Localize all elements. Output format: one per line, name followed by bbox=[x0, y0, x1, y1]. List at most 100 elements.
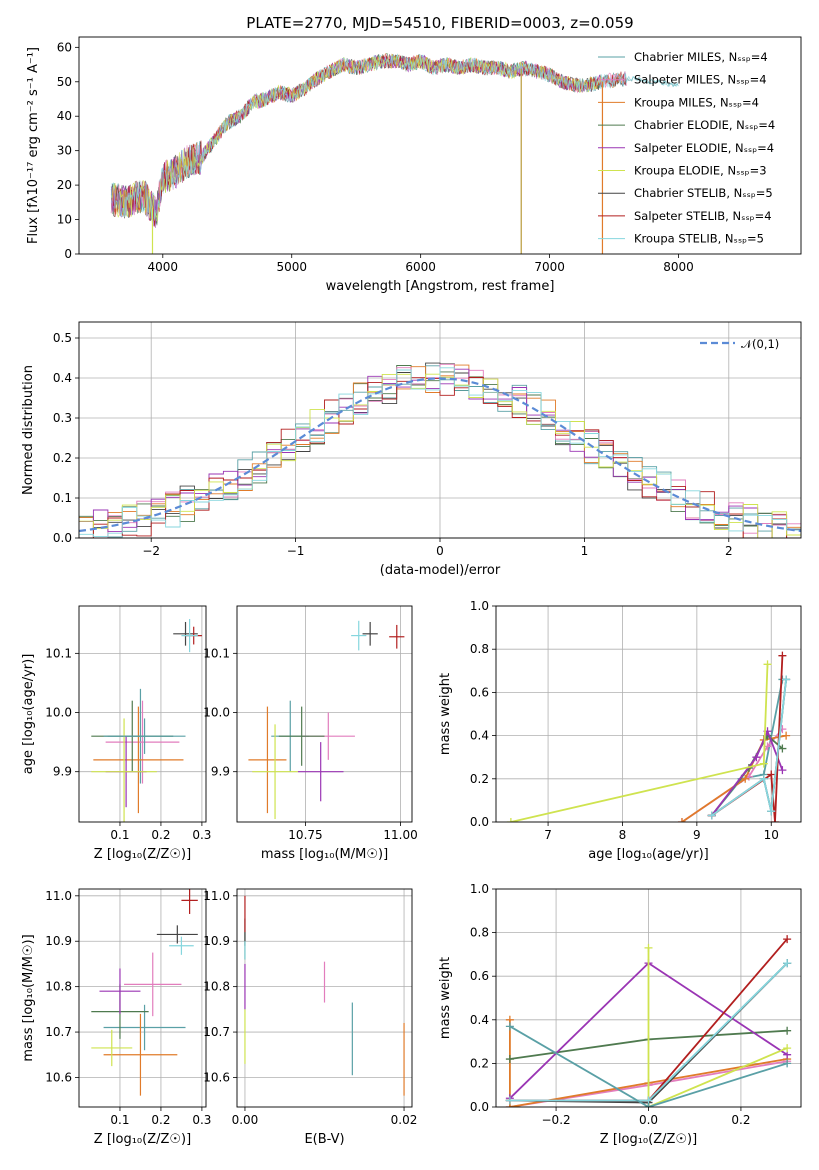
weight-line-5 bbox=[647, 947, 788, 1107]
weight-marker bbox=[767, 770, 776, 779]
y-axis-label: mass [log₁₀(M/M☉)] bbox=[21, 934, 36, 1061]
spectrum-line-8 bbox=[110, 53, 679, 221]
axes-frame bbox=[495, 605, 802, 823]
plot-area-weight-vs-age bbox=[506, 651, 791, 822]
weight-marker bbox=[778, 744, 787, 753]
weight-marker bbox=[707, 811, 716, 820]
axes-frame bbox=[236, 605, 413, 823]
x-axis-label: Z [log₁₀(Z/Z☉)] bbox=[94, 847, 191, 862]
x-axis-label: age [log₁₀(age/yr)] bbox=[588, 847, 709, 862]
x-tick-label: 11.00 bbox=[383, 828, 417, 842]
y-tick-label: 0.4 bbox=[470, 729, 489, 743]
x-tick-label: 0.3 bbox=[192, 828, 211, 842]
legend-label-normal: 𝒩(0,1) bbox=[741, 337, 779, 351]
x-tick-label: 0.2 bbox=[151, 1113, 170, 1127]
y-tick-label: 0.1 bbox=[53, 491, 72, 505]
x-tick-label: −0.2 bbox=[542, 1113, 571, 1127]
weight-marker bbox=[783, 959, 792, 968]
x-tick-label: 0.3 bbox=[192, 1113, 211, 1127]
normal-curve bbox=[79, 377, 801, 533]
weight-marker bbox=[783, 1044, 792, 1053]
x-tick-label: 8 bbox=[619, 828, 627, 842]
y-tick-label: 0.0 bbox=[53, 531, 72, 545]
weight-line-0 bbox=[509, 1025, 788, 1107]
y-axis-label: Flux [fλ10⁻¹⁷ erg cm⁻² s⁻¹ A⁻¹] bbox=[26, 47, 41, 244]
panels: 4000 5000 6000 7000 80000102030405060wavelen… bbox=[21, 36, 802, 1147]
panel-mass-vs-EBV: 0.00 0.02 10.6 10.7 10.8 10.9 11.0 E(B-V) bbox=[203, 888, 417, 1147]
y-tick-label: 9.9 bbox=[53, 765, 72, 779]
legend-label-4: Salpeter ELODIE, Nₛₛₚ=4 bbox=[634, 141, 774, 155]
y-tick-label: 10.6 bbox=[45, 1070, 72, 1084]
x-tick-label: 0.2 bbox=[151, 828, 170, 842]
legend-label-3: Chabrier ELODIE, Nₛₛₚ=4 bbox=[634, 118, 775, 132]
y-tick-label: 10.8 bbox=[203, 980, 230, 994]
y-tick-label: 10.6 bbox=[203, 1070, 230, 1084]
y-tick-label: 1.0 bbox=[470, 882, 489, 896]
weight-marker bbox=[741, 774, 750, 783]
y-tick-label: 10.9 bbox=[203, 934, 230, 948]
weight-marker bbox=[782, 675, 791, 684]
x-tick-label: 9 bbox=[693, 828, 701, 842]
axes-frame bbox=[78, 605, 207, 823]
weight-marker bbox=[505, 1055, 514, 1064]
weight-marker bbox=[505, 1096, 514, 1105]
y-tick-label: 30 bbox=[57, 144, 72, 158]
spectrum-line-5 bbox=[110, 53, 602, 222]
panel-weight-vs-age: 7 8 9 10 0.0 0.2 0.4 0.6 0.8 1.0 age [log₁₀(age/yr… bbox=[438, 599, 802, 862]
x-tick-label: 5000 bbox=[276, 260, 307, 274]
y-tick-label: 0.4 bbox=[53, 371, 72, 385]
x-tick-label: 7 bbox=[544, 828, 552, 842]
plot-area-weight-vs-Z bbox=[505, 935, 792, 1107]
y-tick-label: 10.1 bbox=[203, 646, 230, 660]
weight-line-5 bbox=[510, 664, 769, 822]
weight-marker bbox=[763, 660, 772, 669]
y-tick-label: 10 bbox=[57, 213, 72, 227]
axes-frame bbox=[78, 36, 802, 255]
panel-age-vs-mass: 10.75 11.00 9.9 10.0 10.1 mass [log₁₀(M/M☉)] bbox=[203, 605, 418, 862]
axes-frame bbox=[236, 888, 413, 1108]
panel-mass-vs-Z: 0.1 0.2 0.3 10.6 10.7 10.8 10.9 11.0 Z [log₁₀(Z/… bbox=[21, 888, 211, 1147]
weight-marker bbox=[778, 651, 787, 660]
plot-area-spectrum bbox=[110, 52, 679, 254]
weight-marker bbox=[752, 753, 761, 762]
x-tick-label: 6000 bbox=[405, 260, 436, 274]
plot-area-residuals bbox=[79, 362, 801, 538]
plot-area-mass-vs-EBV bbox=[244, 895, 405, 1096]
y-tick-label: 0.8 bbox=[470, 926, 489, 940]
weight-line-4 bbox=[710, 728, 784, 817]
y-tick-label: 0.3 bbox=[53, 411, 72, 425]
y-tick-label: 0.2 bbox=[470, 1056, 489, 1070]
x-axis-label: Z [log₁₀(Z/Z☉)] bbox=[94, 1132, 191, 1147]
y-tick-label: 1.0 bbox=[470, 599, 489, 613]
x-tick-label: 1 bbox=[581, 544, 589, 558]
x-tick-label: 10.75 bbox=[288, 828, 322, 842]
panel-weight-vs-Z: −0.2 0.0 0.2 0.0 0.2 0.4 0.6 0.8 1.0 Z [log₁₀(Z/Z… bbox=[438, 882, 802, 1147]
weight-marker bbox=[770, 818, 779, 822]
y-tick-label: 0.2 bbox=[470, 772, 489, 786]
y-tick-label: 10.7 bbox=[45, 1025, 72, 1039]
y-tick-label: 0.5 bbox=[53, 331, 72, 345]
plot-area-age-vs-mass bbox=[248, 620, 405, 820]
x-tick-label: 0.1 bbox=[110, 828, 129, 842]
panel-residuals: −2 −1 0 1 2 0.0 0.1 0.2 0.3 0.4 0.5 (data-model)/er… bbox=[21, 321, 802, 578]
y-tick-label: 0.6 bbox=[470, 685, 489, 699]
y-tick-label: 40 bbox=[57, 109, 72, 123]
y-tick-label: 0.0 bbox=[470, 1100, 489, 1114]
axes-frame bbox=[78, 888, 207, 1108]
weight-marker bbox=[506, 818, 515, 822]
x-tick-label: 0 bbox=[436, 544, 444, 558]
y-tick-label: 11.0 bbox=[203, 889, 230, 903]
x-tick-label: −2 bbox=[142, 544, 160, 558]
y-tick-label: 10.8 bbox=[45, 980, 72, 994]
weight-marker bbox=[782, 731, 791, 740]
y-tick-label: 10.0 bbox=[203, 706, 230, 720]
plot-area-mass-vs-Z bbox=[91, 889, 198, 1096]
x-tick-label: −1 bbox=[287, 544, 305, 558]
y-axis-label: age [log₁₀(age/yr)] bbox=[21, 654, 36, 775]
legend-label-6: Chabrier STELIB, Nₛₛₚ=5 bbox=[634, 186, 773, 200]
weight-marker bbox=[783, 935, 792, 944]
y-tick-label: 11.0 bbox=[45, 889, 72, 903]
y-tick-label: 0.0 bbox=[470, 815, 489, 829]
y-tick-label: 0.8 bbox=[470, 642, 489, 656]
x-tick-label: 7000 bbox=[534, 260, 565, 274]
